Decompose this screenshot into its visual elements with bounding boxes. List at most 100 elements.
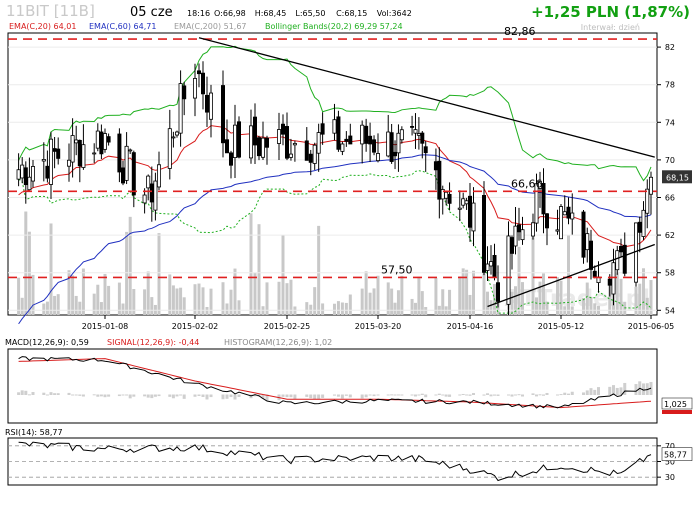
- level-label: 66,66: [511, 177, 543, 190]
- macd-histogram-bar: [74, 394, 78, 396]
- candle-body: [372, 139, 377, 153]
- candle-body: [156, 164, 161, 188]
- candle-body: [488, 261, 493, 267]
- y-tick-label: 78: [665, 81, 675, 90]
- volume-bar: [332, 303, 336, 315]
- candle-body: [364, 125, 369, 144]
- macd-histogram-bar: [393, 394, 397, 396]
- candlesticks: [16, 61, 654, 316]
- watermark-logo: ATTrader.pl: [505, 286, 650, 312]
- macd-histogram-bar: [253, 394, 257, 397]
- candle-body: [592, 270, 597, 278]
- candle-body: [236, 121, 241, 158]
- candle-body: [517, 224, 522, 233]
- macd-histogram-bar: [344, 394, 348, 396]
- macd-histogram-bar: [593, 389, 597, 395]
- candle-body: [131, 152, 136, 196]
- volume-bar: [593, 303, 597, 315]
- candle-body: [386, 131, 391, 157]
- macd-histogram-bar: [249, 394, 253, 399]
- volume-bar: [182, 297, 186, 315]
- macd-histogram-bar: [444, 394, 448, 397]
- macd-histogram-bar: [237, 394, 241, 397]
- macd-frame: [7, 348, 658, 424]
- volume-bar: [71, 275, 75, 315]
- volume-bar: [313, 287, 317, 315]
- bollinger-upper: [18, 45, 652, 182]
- rsi-legend-item: RSI(14): 58,77: [5, 428, 63, 437]
- macd-histogram-bar: [376, 394, 380, 396]
- volume-bar: [42, 303, 46, 315]
- candle-body: [124, 145, 129, 181]
- legend-item: EMA(C,200) 51,67: [174, 22, 247, 31]
- volume-bar: [132, 289, 136, 315]
- candle-body: [288, 153, 293, 158]
- macd-histogram-bar: [143, 394, 147, 397]
- macd-histogram-bar: [45, 394, 49, 396]
- candle-body: [264, 137, 269, 148]
- macd-histogram-bar: [67, 392, 71, 395]
- candle-body: [196, 70, 201, 75]
- volume-bar: [468, 294, 472, 315]
- legend-item: Bollinger Bands(20,2) 69,29 57,24: [265, 22, 403, 31]
- macd-histogram-bar: [567, 393, 570, 395]
- volume-bar: [489, 300, 493, 315]
- candle-body: [52, 148, 57, 152]
- candle-body: [413, 129, 418, 134]
- macd-histogram-bar: [517, 394, 521, 396]
- volume-bar: [420, 291, 424, 315]
- volume-bar: [638, 283, 642, 315]
- macd-histogram-bar: [585, 390, 589, 395]
- macd-histogram-bar: [615, 387, 619, 395]
- macd-histogram-bar: [364, 394, 368, 398]
- candle-body: [641, 209, 646, 237]
- macd-histogram-bar: [117, 394, 121, 397]
- macd-histogram-bar: [472, 393, 475, 395]
- volume-bar: [285, 283, 289, 315]
- macd-histogram-bar: [360, 394, 364, 399]
- macd-histogram-bar: [107, 394, 111, 397]
- candle-body: [49, 138, 54, 185]
- y-tick-label: 58: [665, 269, 675, 278]
- volume-bar: [175, 288, 179, 315]
- candle-body: [20, 164, 25, 179]
- candle-body: [224, 139, 229, 154]
- macd-histogram-bar: [507, 394, 510, 396]
- volume-bar: [448, 289, 452, 315]
- macd-histogram-bar: [209, 394, 213, 398]
- candle-body: [485, 263, 490, 271]
- macd-histogram-bar: [265, 394, 269, 401]
- macd-histogram-bar: [81, 394, 85, 397]
- macd-histogram-bar: [229, 394, 233, 398]
- volume-bar: [197, 283, 201, 315]
- rsi-series-line: [18, 441, 652, 482]
- macd-histogram-bar: [309, 394, 313, 399]
- macd-histogram-bar: [465, 394, 469, 396]
- volume-bar: [157, 233, 161, 315]
- candle-body: [416, 133, 421, 136]
- volume-bar: [128, 216, 132, 315]
- price-axis: 54 58 62 66 70 74 78 82 68,15: [657, 43, 692, 315]
- volume-bar: [348, 294, 352, 315]
- indicator-legend: EMA(C,20) 64,01 EMA(C,60) 64,71 EMA(C,200)…: [9, 22, 403, 31]
- level-label: 57,50: [381, 263, 413, 276]
- macd-line: [18, 356, 652, 409]
- bollinger-bands: [18, 45, 652, 314]
- volume-bar: [146, 271, 150, 315]
- price-panel: EMA(C,20) 64,01 EMA(C,60) 64,71 EMA(C,200)…: [7, 22, 692, 331]
- candle-body: [81, 144, 86, 168]
- candle-body: [284, 126, 289, 159]
- level-label: 82,86: [504, 25, 536, 38]
- macd-histogram-bar: [53, 393, 57, 395]
- volume-bar: [237, 300, 241, 315]
- x-tick-label: 2015-01-08: [82, 322, 129, 331]
- candle-body: [200, 72, 205, 95]
- candle-body: [174, 131, 179, 136]
- y-tick-label: 62: [665, 231, 675, 240]
- macd-histogram-bar: [396, 394, 400, 396]
- header-time: 18:16: [187, 9, 210, 18]
- candle-body: [562, 211, 567, 216]
- volume-bar: [24, 211, 28, 315]
- price-grid: [8, 46, 657, 311]
